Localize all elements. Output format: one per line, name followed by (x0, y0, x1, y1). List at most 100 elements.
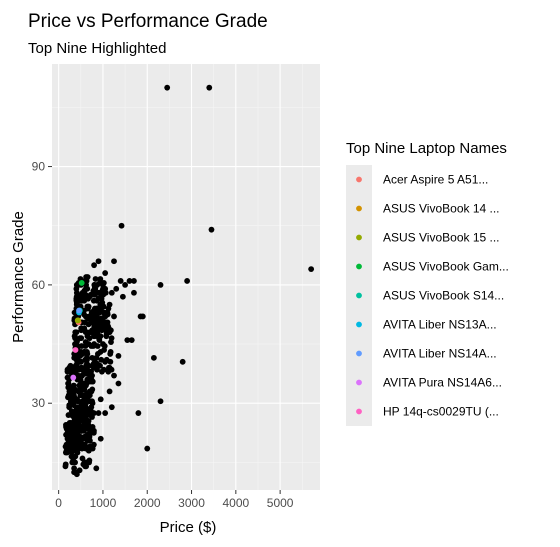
highlight-point (78, 280, 85, 286)
data-point (72, 459, 78, 466)
data-point (74, 418, 80, 424)
data-point (66, 364, 73, 371)
data-point (65, 384, 72, 391)
data-point (124, 337, 131, 344)
data-point (83, 459, 90, 466)
data-point (73, 285, 80, 292)
data-point (77, 392, 84, 399)
data-point (94, 343, 101, 349)
data-point (91, 305, 98, 312)
data-point (94, 351, 101, 357)
data-point (75, 366, 82, 373)
y-tick-label: 60 (32, 278, 46, 292)
data-point (74, 449, 81, 456)
plot-panel (52, 64, 320, 490)
data-point (79, 425, 86, 432)
data-point (105, 305, 112, 312)
data-point (85, 406, 91, 413)
data-point (139, 313, 146, 320)
data-point (62, 463, 69, 470)
x-axis: 0 1000 2000 3000 4000 5000 (55, 490, 294, 510)
legend-item-label: HP 14q-cs0029TU (... (383, 405, 499, 419)
legend-key (356, 379, 362, 386)
legend-item-label: ASUS VivoBook 14 ... (383, 202, 500, 216)
legend-item-label: ASUS VivoBook 15 ... (383, 231, 500, 245)
data-point (90, 287, 97, 294)
data-point (105, 325, 112, 332)
chart-title: Price vs Performance Grade (28, 11, 268, 32)
data-point (113, 285, 120, 292)
data-point (75, 437, 81, 444)
legend-key (356, 176, 362, 183)
data-point (74, 337, 81, 344)
data-point (86, 392, 93, 399)
data-point (79, 372, 85, 379)
data-point (101, 343, 108, 349)
data-point (71, 354, 78, 361)
data-point (97, 435, 104, 442)
data-point (95, 258, 102, 265)
data-point (93, 297, 100, 304)
data-point (98, 356, 105, 363)
legend-key (356, 350, 362, 357)
legend-title: Top Nine Laptop Names (346, 140, 507, 157)
data-point (122, 281, 128, 288)
chart-subtitle: Top Nine Highlighted (28, 40, 166, 57)
data-point (100, 366, 107, 373)
data-point (81, 433, 88, 440)
legend-item-label: AVITA Pura NS14A6... (383, 376, 502, 390)
data-point (84, 351, 91, 357)
data-point (81, 287, 88, 294)
data-point (118, 222, 125, 229)
x-tick-label: 5000 (267, 496, 294, 510)
data-point (85, 447, 92, 454)
data-point (102, 410, 109, 416)
data-point (64, 374, 71, 381)
data-point (102, 270, 109, 276)
data-point (157, 281, 164, 288)
data-point (82, 343, 89, 349)
x-tick-label: 3000 (178, 496, 205, 510)
data-point (72, 469, 79, 476)
data-point (144, 445, 151, 452)
x-axis-label: Price ($) (160, 519, 217, 536)
data-point (79, 455, 86, 462)
data-point (63, 447, 70, 454)
data-point (94, 331, 100, 338)
data-point (82, 366, 89, 373)
data-point (92, 276, 99, 282)
data-point (131, 278, 137, 284)
y-tick-label: 30 (32, 396, 46, 410)
data-point (90, 410, 97, 416)
data-point (97, 396, 104, 403)
data-point (115, 380, 122, 387)
data-point (95, 410, 102, 416)
data-point (76, 382, 83, 389)
data-point (78, 400, 85, 407)
data-point (100, 280, 107, 286)
data-point (97, 276, 104, 282)
data-point (179, 358, 186, 365)
x-tick-label: 0 (55, 496, 62, 510)
x-tick-label: 4000 (222, 496, 249, 510)
data-point (115, 352, 122, 359)
data-point (63, 431, 69, 438)
data-point (164, 84, 171, 91)
data-point (108, 289, 115, 296)
data-point (206, 84, 213, 91)
data-point (99, 327, 105, 334)
data-point (79, 410, 86, 416)
data-point (77, 358, 84, 365)
legend-key (356, 321, 362, 328)
data-point (106, 388, 113, 395)
data-point (102, 313, 109, 320)
points (62, 84, 315, 478)
data-point (90, 429, 97, 436)
data-point (100, 285, 106, 292)
data-point (97, 301, 104, 308)
legend-key (356, 292, 362, 299)
data-point (308, 266, 315, 273)
legend-item-label: ASUS VivoBook S14... (383, 289, 504, 303)
data-point (74, 299, 80, 306)
